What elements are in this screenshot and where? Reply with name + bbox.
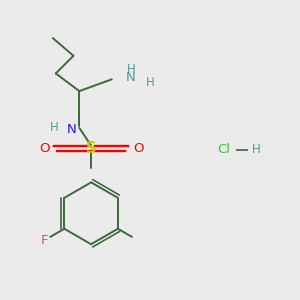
Text: H: H <box>252 143 260 157</box>
Text: N: N <box>67 123 77 136</box>
Text: H: H <box>50 122 59 134</box>
Text: S: S <box>86 141 96 156</box>
Text: O: O <box>39 142 49 155</box>
Text: F: F <box>41 234 49 247</box>
Text: Cl: Cl <box>218 143 231 157</box>
Text: N: N <box>126 71 136 84</box>
Text: H: H <box>127 62 135 76</box>
Text: O: O <box>133 142 143 155</box>
Text: H: H <box>146 76 154 89</box>
